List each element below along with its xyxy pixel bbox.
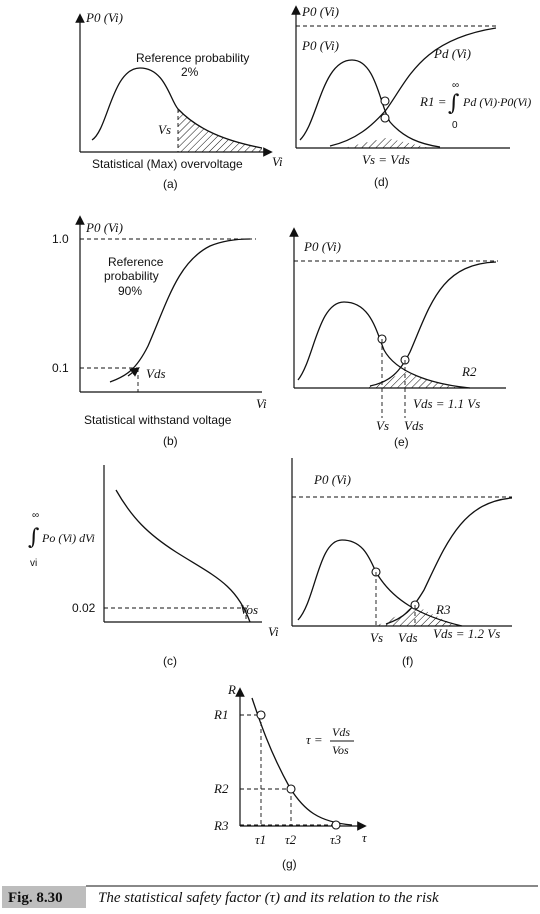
- panel-c-curve: [115, 489, 251, 623]
- panel-g-xvar: τ: [362, 830, 368, 845]
- panel-a-vs: Vs: [158, 122, 171, 137]
- panel-d-eq: Vs = Vds: [362, 152, 410, 167]
- panel-e-pd-curve: [369, 261, 497, 387]
- panel-g-point-3: [331, 820, 341, 830]
- panel-d-p0-curve: [299, 59, 441, 148]
- panel-e-vds: Vds: [404, 418, 424, 433]
- panel-b-tag: (b): [163, 434, 178, 448]
- panel-d-r1-top: ∞: [452, 80, 459, 91]
- panel-d-r1-expr: Pd (Vi)·P0(Vi): [462, 95, 531, 109]
- panel-d-curve-label: P0 (Vi): [301, 38, 339, 53]
- panel-a-xvar: Vi: [272, 154, 283, 169]
- panel-b-ref-line1: Reference: [108, 255, 164, 269]
- panel-b-y-low: 0.1: [52, 361, 69, 375]
- panel-g-t1: τ1: [255, 832, 266, 847]
- panel-a-hatched-tail: [178, 109, 262, 152]
- caption-text: The statistical safety factor (τ) and it…: [98, 890, 439, 906]
- panel-g-tau-lhs: τ =: [306, 732, 323, 747]
- panel-c-integral-bottom: vi: [30, 558, 37, 569]
- panel-g-tau-den: Vos: [332, 743, 349, 757]
- caption-number-box: [2, 886, 86, 908]
- panel-a-ref-line2: 2%: [181, 65, 199, 79]
- panel-f-pd-curve: [385, 497, 513, 625]
- panel-f-vds-eq: Vds = 1.2 Vs: [433, 626, 500, 641]
- panel-a-xlabel: Statistical (Max) overvoltage: [92, 157, 243, 171]
- panel-b-ylabel: P0 (Vi): [85, 220, 123, 235]
- panel-d-r1-lhs: R1 =: [419, 94, 446, 109]
- panel-c-tag: (c): [163, 654, 177, 668]
- panel-e-tag: (e): [394, 435, 409, 449]
- panel-g: R R1 R2 R3 τ = Vds Vos τ1 τ2 τ3 τ (g): [213, 682, 368, 871]
- panel-c: ∞ ∫ Po (Vi) dVi vi 0.02 Vos Vi (c): [28, 465, 279, 668]
- panel-e-hatched-overlap: [366, 372, 460, 388]
- panel-b-arrow: [127, 367, 140, 377]
- panel-f-hatched-overlap: [376, 605, 460, 626]
- panel-e-vds-eq: Vds = 1.1 Vs: [413, 396, 480, 411]
- panel-c-integral-top: ∞: [32, 510, 39, 521]
- panel-b-ref-line2: probability: [104, 269, 159, 283]
- panel-a-ylabel: P0 (Vi): [85, 10, 123, 25]
- panel-g-r3: R3: [213, 818, 229, 833]
- panel-d: P0 (Vi) P0 (Vi) Pd (Vi) R1 = ∞ ∫ 0 Pd (V…: [291, 4, 531, 189]
- panel-b-xlabel: Statistical withstand voltage: [84, 413, 232, 427]
- panel-f-r: R3: [435, 602, 451, 617]
- panel-g-risk-curve: [251, 697, 353, 826]
- panel-d-integral-sign: ∫: [448, 91, 460, 116]
- panel-f-tag: (f): [402, 654, 413, 668]
- panel-d-ylabel: P0 (Vi): [301, 4, 339, 19]
- panel-c-vos: Vos: [240, 602, 258, 617]
- panel-a-curve: [91, 67, 263, 149]
- panel-c-integral-expr: Po (Vi) dVi: [41, 531, 95, 545]
- panel-f-vs: Vs: [370, 630, 383, 645]
- panel-e: P0 (Vi) R2 Vds = 1.1 Vs Vs Vds (e): [289, 227, 506, 449]
- panel-d-pd-label: Pd (Vi): [433, 46, 471, 61]
- panel-a-ref-line1: Reference probability: [136, 51, 249, 65]
- panel-f-vds: Vds: [398, 630, 418, 645]
- panel-c-integral-sign: ∫: [28, 525, 40, 550]
- panel-c-xvar: Vi: [268, 624, 279, 639]
- panel-g-point-1: [256, 710, 266, 720]
- panel-g-t3: τ3: [330, 832, 342, 847]
- panel-g-point-2: [286, 784, 296, 794]
- panel-e-vs: Vs: [376, 418, 389, 433]
- panel-g-tag: (g): [282, 857, 297, 871]
- panel-f-ylabel: P0 (Vi): [313, 472, 351, 487]
- panel-e-p0-curve: [297, 301, 471, 389]
- panel-g-ylabel: R: [227, 682, 236, 697]
- panel-d-tag: (d): [374, 175, 389, 189]
- panel-d-hatched-overlap: [344, 138, 430, 148]
- panel-d-pd-curve: [329, 27, 497, 147]
- figure-caption: Fig. 8.30 The statistical safety factor …: [2, 885, 538, 908]
- panel-g-t2: τ2: [285, 832, 297, 847]
- panel-a-tag: (a): [163, 177, 178, 191]
- panel-e-r: R2: [461, 364, 477, 379]
- panel-a: P0 (Vi) Reference probability 2% Vs Stat…: [75, 10, 283, 191]
- panel-g-r1: R1: [213, 707, 228, 722]
- panel-g-tau-num: Vds: [332, 725, 350, 739]
- panel-b-ref-line3: 90%: [118, 284, 142, 298]
- panel-b-y-top: 1.0: [52, 232, 69, 246]
- panel-b-vds: Vds: [146, 366, 166, 381]
- panel-d-r1-bottom: 0: [452, 120, 458, 131]
- panel-g-r2: R2: [213, 781, 229, 796]
- panel-b: P0 (Vi) 1.0 0.1 Reference probability 90…: [52, 215, 267, 448]
- caption-number: Fig. 8.30: [8, 890, 63, 906]
- panel-e-ylabel: P0 (Vi): [303, 239, 341, 254]
- panel-d-marker-upper: [380, 96, 390, 106]
- panel-b-xvar: Vi: [256, 396, 267, 411]
- panel-f: P0 (Vi) R3 Vs Vds Vds = 1.2 Vs (f): [291, 458, 513, 668]
- panel-c-y-val: 0.02: [72, 601, 96, 615]
- panel-d-marker-lower: [380, 113, 390, 123]
